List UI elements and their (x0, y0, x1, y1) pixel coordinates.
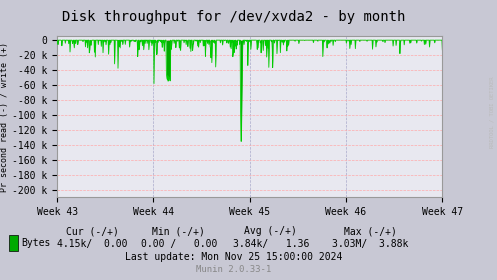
Text: Min (-/+): Min (-/+) (153, 226, 205, 236)
Text: Bytes: Bytes (21, 238, 50, 248)
Text: 3.03M/  3.88k: 3.03M/ 3.88k (332, 239, 409, 249)
Text: Max (-/+): Max (-/+) (344, 226, 397, 236)
Y-axis label: Pr second read (-) / write (+): Pr second read (-) / write (+) (0, 42, 9, 192)
Text: Last update: Mon Nov 25 15:00:00 2024: Last update: Mon Nov 25 15:00:00 2024 (125, 252, 342, 262)
Text: RRDTOOL / TOBI OETIKER: RRDTOOL / TOBI OETIKER (490, 76, 495, 148)
Text: Avg (-/+): Avg (-/+) (245, 226, 297, 236)
Text: 0.00 /   0.00: 0.00 / 0.00 (141, 239, 217, 249)
Text: 4.15k/  0.00: 4.15k/ 0.00 (57, 239, 127, 249)
Text: Munin 2.0.33-1: Munin 2.0.33-1 (196, 265, 271, 274)
Text: Cur (-/+): Cur (-/+) (66, 226, 118, 236)
Text: 3.84k/   1.36: 3.84k/ 1.36 (233, 239, 309, 249)
Text: Disk throughput for /dev/xvda2 - by month: Disk throughput for /dev/xvda2 - by mont… (62, 10, 405, 24)
